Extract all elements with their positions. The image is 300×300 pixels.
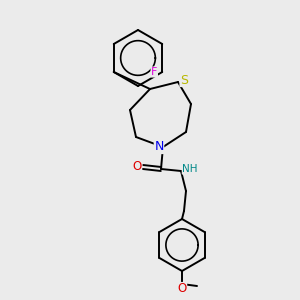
Text: O: O (177, 283, 187, 296)
Text: O: O (132, 160, 142, 172)
Text: N: N (154, 140, 164, 154)
Text: F: F (151, 67, 158, 77)
Text: S: S (180, 74, 188, 86)
Text: NH: NH (182, 164, 198, 174)
